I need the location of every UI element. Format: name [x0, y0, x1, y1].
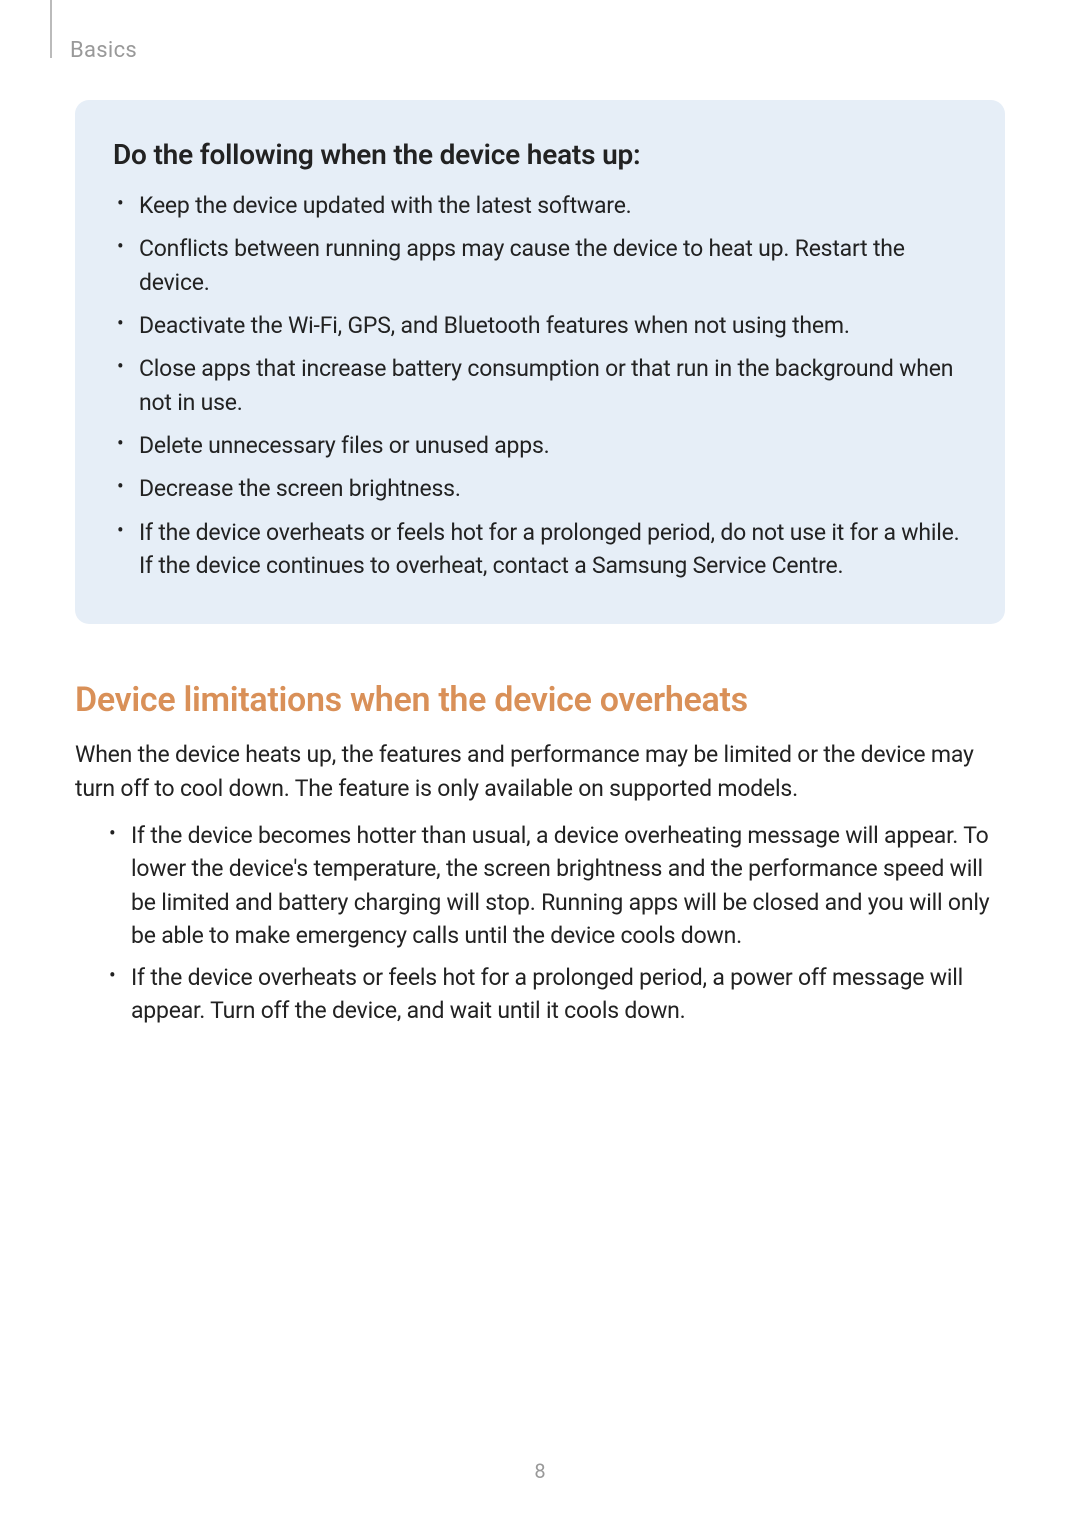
list-item: If the device overheats or feels hot for… — [113, 516, 967, 583]
header-divider-line — [50, 0, 52, 58]
section-intro: When the device heats up, the features a… — [75, 738, 1005, 805]
list-item: Close apps that increase battery consump… — [113, 352, 967, 419]
list-item: Conflicts between running apps may cause… — [113, 232, 967, 299]
callout-heading: Do the following when the device heats u… — [113, 138, 967, 171]
list-item: Delete unnecessary files or unused apps. — [113, 429, 967, 462]
section-heading: Device limitations when the device overh… — [75, 680, 1005, 720]
section-list: If the device becomes hotter than usual,… — [75, 819, 1005, 1027]
list-item: Deactivate the Wi-Fi, GPS, and Bluetooth… — [113, 309, 967, 342]
list-item: Decrease the screen brightness. — [113, 472, 967, 505]
list-item: If the device becomes hotter than usual,… — [105, 819, 1005, 952]
page-header: Basics — [0, 0, 137, 63]
list-item: If the device overheats or feels hot for… — [105, 961, 1005, 1028]
breadcrumb: Basics — [70, 38, 137, 63]
list-item: Keep the device updated with the latest … — [113, 189, 967, 222]
callout-box: Do the following when the device heats u… — [75, 100, 1005, 624]
callout-list: Keep the device updated with the latest … — [113, 189, 967, 582]
content-wrapper: Do the following when the device heats u… — [0, 0, 1080, 1027]
page-number: 8 — [0, 1459, 1080, 1483]
